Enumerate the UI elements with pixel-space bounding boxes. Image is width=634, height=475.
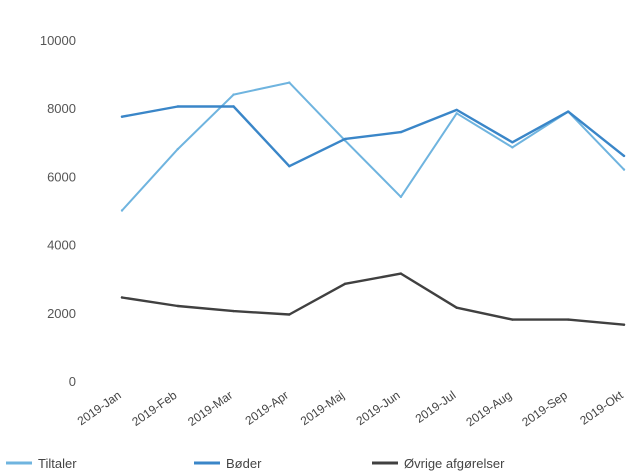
data-point [343, 282, 347, 285]
y-tick-label: 0 [69, 374, 76, 389]
data-point [288, 313, 291, 316]
data-point [399, 195, 403, 199]
y-tick-label: 4000 [47, 238, 76, 253]
legend-label-1: Tiltaler [38, 456, 77, 471]
data-point [455, 306, 458, 309]
y-tick-label: 2000 [47, 306, 76, 321]
series-layer [120, 81, 626, 326]
data-point [232, 309, 235, 313]
data-point [622, 168, 626, 171]
data-point [511, 146, 514, 149]
legend-label-3: Øvrige afgørelser [404, 456, 505, 471]
data-point [176, 304, 179, 308]
data-point [120, 296, 124, 299]
data-point [399, 272, 403, 275]
series-line-2 [120, 105, 626, 168]
data-point [511, 141, 514, 144]
data-point [455, 108, 458, 112]
legend: Tiltaler Bøder Øvrige afgørelser [6, 456, 505, 471]
x-tick-label: 2019-Feb [129, 388, 179, 429]
x-tick-label: 2019-Jan [75, 388, 124, 428]
x-axis: 2019-Jan 2019-Feb 2019-Mar 2019-Apr 2019-Maj… [75, 388, 627, 430]
data-point [567, 318, 570, 321]
data-point [343, 137, 347, 141]
data-point [232, 93, 235, 96]
x-tick-label: 2019-Maj [298, 388, 347, 428]
series-line-1 [121, 81, 625, 212]
series-line-3 [120, 272, 626, 326]
data-point [567, 110, 570, 113]
y-axis: 0 2000 4000 6000 8000 10000 [40, 33, 76, 389]
y-tick-label: 8000 [47, 101, 76, 116]
data-point [120, 115, 124, 118]
y-tick-label: 6000 [47, 169, 76, 184]
x-tick-label: 2019-Jun [354, 388, 403, 428]
data-point [455, 112, 458, 115]
x-tick-label: 2019-Jul [413, 388, 459, 426]
legend-label-2: Bøder [226, 456, 262, 471]
data-point [288, 165, 291, 168]
data-point [288, 81, 291, 84]
data-point [120, 209, 124, 212]
data-point [511, 318, 514, 321]
x-tick-label: 2019-Okt [577, 388, 626, 428]
data-point [622, 323, 626, 326]
y-tick-label: 10000 [40, 33, 76, 48]
x-tick-label: 2019-Aug [464, 388, 515, 429]
data-point [232, 105, 235, 108]
data-point [176, 105, 179, 108]
x-tick-label: 2019-Apr [243, 388, 291, 428]
data-point [622, 154, 626, 158]
data-point [176, 147, 179, 151]
x-tick-label: 2019-Sep [519, 388, 570, 430]
x-tick-label: 2019-Mar [185, 388, 235, 429]
data-point [399, 130, 403, 134]
